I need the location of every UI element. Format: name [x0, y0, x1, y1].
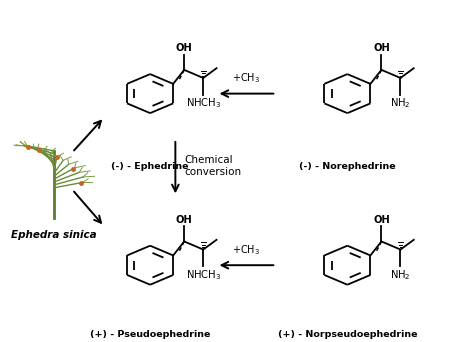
- Text: OH: OH: [176, 215, 192, 225]
- Text: (+) - Pseudoephedrine: (+) - Pseudoephedrine: [90, 330, 210, 339]
- Text: NHCH$_3$: NHCH$_3$: [186, 96, 221, 110]
- Text: +CH$_3$: +CH$_3$: [232, 243, 261, 257]
- Text: Ephedra sinica: Ephedra sinica: [11, 230, 97, 240]
- Text: (-) - Ephedrine: (-) - Ephedrine: [111, 162, 189, 171]
- Text: NH$_2$: NH$_2$: [390, 96, 410, 110]
- Text: (-) - Norephedrine: (-) - Norephedrine: [299, 162, 396, 171]
- Text: NH$_2$: NH$_2$: [390, 268, 410, 282]
- Text: OH: OH: [373, 43, 390, 53]
- Text: Chemical
conversion: Chemical conversion: [184, 155, 242, 177]
- Text: +CH$_3$: +CH$_3$: [232, 71, 261, 85]
- Text: OH: OH: [373, 215, 390, 225]
- Text: (+) - Norpseudoephedrine: (+) - Norpseudoephedrine: [278, 330, 417, 339]
- Text: NHCH$_3$: NHCH$_3$: [186, 268, 221, 282]
- Text: OH: OH: [176, 43, 192, 53]
